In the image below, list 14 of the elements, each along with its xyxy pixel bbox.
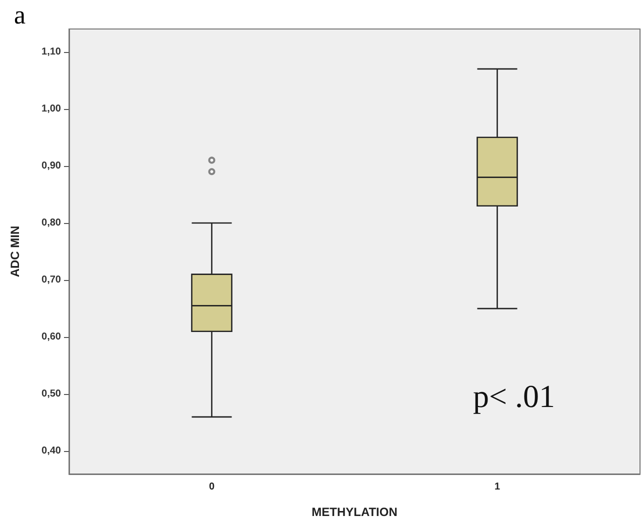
x-axis-title: METHYLATION xyxy=(312,505,398,519)
text: a xyxy=(14,0,26,30)
y-tick-label: 1,10 xyxy=(42,46,62,58)
y-tick-label: 0,90 xyxy=(42,160,62,172)
annotation: p< .01 xyxy=(473,378,556,414)
x-tick-label: 0 xyxy=(208,482,215,492)
x-tick-label: 1 xyxy=(494,482,500,492)
y-tick-label: 0,40 xyxy=(42,446,62,457)
y-axis-title: ADC MIN xyxy=(8,226,22,278)
y-tick-label: 0,80 xyxy=(42,217,62,228)
y-tick-label: 1,00 xyxy=(42,103,62,114)
y-tick-label: 0,60 xyxy=(42,332,62,343)
y-tick-label: 0,70 xyxy=(42,274,62,286)
y-tick-label: 0,50 xyxy=(42,388,62,400)
